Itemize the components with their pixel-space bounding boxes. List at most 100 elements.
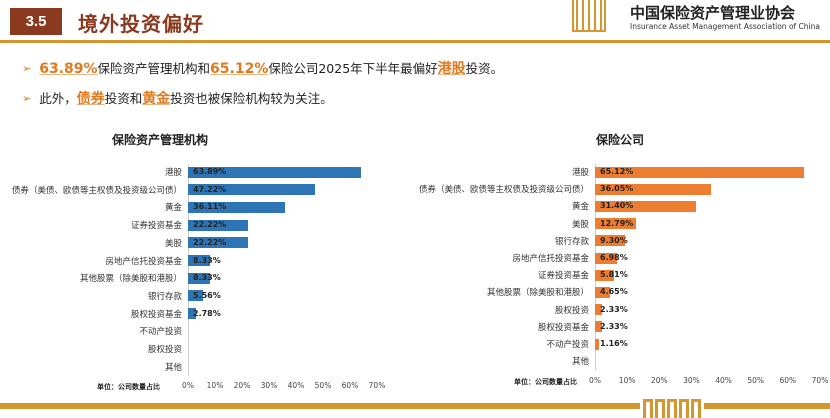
- bar: [595, 304, 603, 316]
- category-label: 其他: [571, 357, 589, 368]
- bar: [595, 200, 696, 212]
- category-label: 债券（美债、欧债等主权债及投资级公司债）: [418, 185, 589, 196]
- category-label: 港股: [164, 168, 182, 178]
- arrow-bullet-icon: ➢: [22, 91, 32, 105]
- bar: [595, 252, 618, 264]
- unit-label: 单位：公司数量占比: [514, 378, 577, 386]
- data-label: 47.22%: [193, 184, 227, 194]
- bar: [188, 219, 248, 231]
- y-axis-line: [188, 164, 189, 377]
- category-label: 美股: [571, 219, 589, 230]
- x-tick-label: 20%: [233, 381, 251, 390]
- category-label: 房地产信托投资基金: [105, 256, 182, 267]
- category-label: 证券投资基金: [537, 271, 589, 282]
- highlight-text: 65.12%: [210, 61, 269, 77]
- bullet-1: ➢ 63.89%保险资产管理机构和65.12%保险公司2025年下半年最偏好港股投…: [22, 58, 503, 78]
- bullet-text: 此外，: [39, 91, 77, 106]
- category-label: 其他股票（除美股和港股）: [486, 288, 589, 299]
- x-tick-label: 60%: [341, 381, 359, 390]
- bar: [595, 338, 599, 350]
- data-label: 2.33%: [600, 304, 628, 314]
- unit-label: 单位：公司数量占比: [97, 383, 160, 391]
- category-label: 股权投资: [147, 345, 182, 355]
- org-name-cn: 中国保险资产管理业协会: [630, 4, 796, 22]
- org-name-en: Insurance Asset Management Association o…: [630, 22, 820, 31]
- x-tick-label: 40%: [715, 376, 732, 385]
- data-label: 22.22%: [193, 220, 227, 230]
- x-tick-label: 10%: [618, 376, 636, 385]
- category-label: 黄金: [164, 203, 182, 214]
- left-chart-title: 保险资产管理机构: [112, 133, 209, 147]
- data-label: 2.33%: [600, 321, 628, 331]
- data-label: 2.78%: [193, 308, 221, 318]
- highlight-text: 黄金: [142, 91, 171, 107]
- category-label: 债券（美债、欧债等主权债及投资级公司债）: [11, 185, 182, 196]
- x-tick-label: 30%: [683, 376, 700, 385]
- page-title: 境外投资偏好: [78, 12, 204, 36]
- bar: [188, 201, 286, 213]
- bar: [595, 286, 610, 298]
- category-label: 证券投资基金: [130, 221, 182, 232]
- category-label: 不动产投资: [546, 340, 589, 350]
- category-label: 房地产信托投资基金: [512, 254, 589, 264]
- footer-bar: [0, 403, 830, 409]
- bar: [188, 166, 361, 178]
- highlight-text: 63.89%: [39, 61, 98, 77]
- data-label: 5.81%: [600, 270, 628, 280]
- data-label: 31.40%: [600, 201, 634, 211]
- bullet-text: 投资和: [104, 91, 143, 106]
- data-label: 8.33%: [193, 255, 221, 265]
- x-tick-label: 70%: [368, 381, 386, 390]
- x-tick-label: 40%: [287, 381, 305, 390]
- bar: [595, 321, 603, 333]
- footer-iamac-logo-icon: [640, 399, 704, 418]
- data-label: 65.12%: [600, 167, 634, 176]
- bullet-text: 保险资产管理机构和: [97, 61, 211, 76]
- bar: [595, 269, 614, 281]
- category-label: 其他股票（除美股和港股）: [79, 274, 182, 285]
- bar: [188, 237, 248, 249]
- x-tick-label: 60%: [779, 376, 797, 385]
- data-label: 6.98%: [600, 253, 628, 262]
- bullet-text: 投资。: [465, 61, 504, 76]
- section-number-badge: 3.5: [10, 8, 62, 35]
- x-tick-label: 20%: [650, 376, 668, 385]
- data-label: 9.30%: [600, 235, 628, 245]
- bar: [188, 308, 196, 320]
- bar: [188, 184, 316, 196]
- bar: [595, 218, 637, 230]
- data-label: 36.11%: [193, 202, 227, 212]
- x-tick-label: 30%: [260, 381, 278, 390]
- category-label: 股权投资基金: [537, 322, 589, 333]
- bullet-2: ➢ 此外，债券投资和黄金投资也被保险机构较为关注。: [22, 88, 333, 108]
- data-label: 8.33%: [193, 273, 221, 283]
- bullet-text: 投资也被保险机构较为关注。: [170, 91, 333, 106]
- highlight-text: 债券: [76, 91, 105, 107]
- category-label: 银行存款: [147, 291, 182, 302]
- data-label: 12.79%: [600, 218, 634, 228]
- highlight-text: 港股: [437, 61, 466, 77]
- bar: [188, 272, 211, 284]
- bullet-text: 保险公司2025年下半年最偏好: [268, 61, 438, 76]
- bar: [595, 183, 711, 195]
- data-label: 4.65%: [600, 287, 628, 297]
- data-label: 1.16%: [600, 339, 628, 348]
- right-chart-title: 保险公司: [596, 133, 645, 147]
- category-label: 不动产投资: [139, 327, 182, 338]
- category-label: 黄金: [571, 202, 589, 213]
- bar: [188, 290, 203, 302]
- category-label: 股权投资: [554, 305, 589, 316]
- data-label: 36.05%: [600, 184, 634, 194]
- header-divider: [0, 40, 830, 43]
- data-label: 5.56%: [193, 290, 221, 300]
- y-axis-line: [595, 164, 596, 371]
- x-tick-label: 70%: [811, 376, 829, 385]
- category-label: 其他: [164, 362, 182, 373]
- category-label: 美股: [164, 238, 182, 249]
- data-label: 63.89%: [193, 167, 227, 176]
- x-tick-label: 0%: [589, 376, 601, 385]
- bar: [595, 235, 625, 247]
- category-label: 港股: [571, 168, 589, 178]
- bar: [595, 166, 805, 178]
